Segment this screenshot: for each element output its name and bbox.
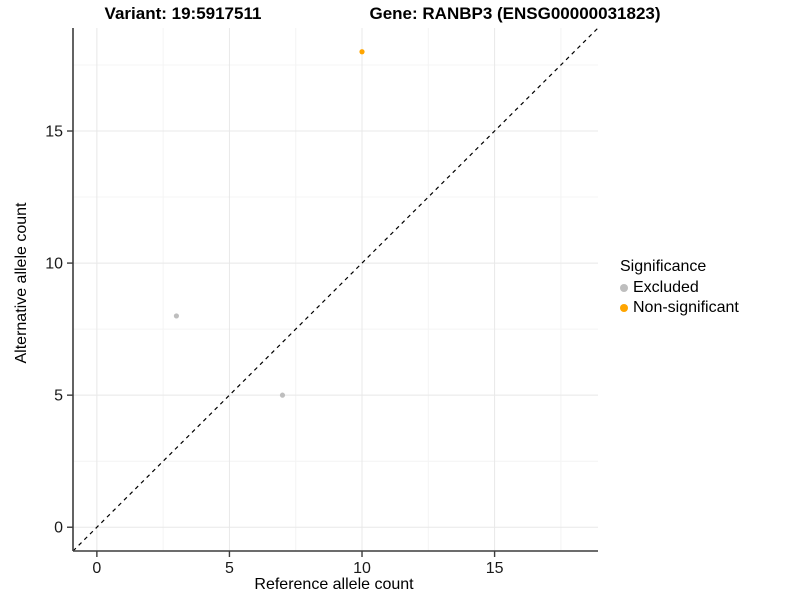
y-tick-label: 15 — [45, 124, 63, 141]
x-tick-label: 5 — [225, 560, 234, 577]
legend: Significance Excluded Non-significant — [620, 258, 739, 318]
data-point-non-significant — [359, 49, 365, 55]
plot-title-variant: Variant: 19:5917511 — [104, 4, 262, 23]
legend-label-excluded: Excluded — [633, 279, 699, 296]
x-axis-title: Reference allele count — [254, 576, 414, 593]
x-tick-label: 10 — [353, 560, 371, 577]
excluded-dot-icon — [620, 284, 628, 292]
data-point-excluded — [279, 392, 286, 398]
legend-item-non-significant: Non-significant — [620, 298, 739, 318]
data-point-excluded — [173, 313, 180, 319]
legend-title: Significance — [620, 258, 707, 275]
identity-dashed-line — [72, 27, 599, 552]
legend-label-non-significant: Non-significant — [633, 299, 739, 316]
y-tick-label: 10 — [45, 256, 63, 273]
non-significant-dot-icon — [620, 304, 628, 312]
x-tick-label: 0 — [92, 560, 101, 577]
plot-title-gene: Gene: RANBP3 (ENSG00000031823) — [369, 4, 661, 23]
x-tick-label: 15 — [486, 560, 504, 577]
y-tick-label: 0 — [54, 520, 63, 537]
y-tick-label: 5 — [54, 388, 63, 405]
legend-item-excluded: Excluded — [620, 278, 739, 298]
y-axis-title: Alternative allele count — [13, 202, 30, 364]
